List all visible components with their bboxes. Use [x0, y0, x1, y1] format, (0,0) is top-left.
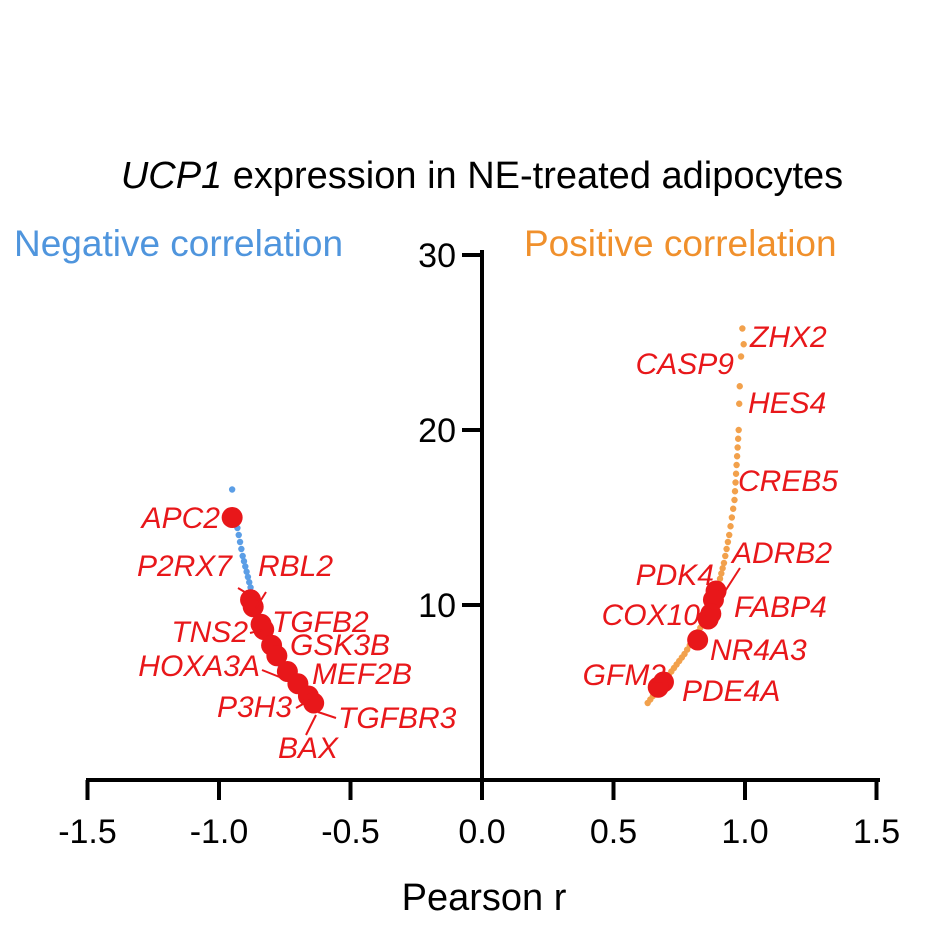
- highlight-point: [647, 676, 669, 698]
- leader-line: [721, 567, 741, 597]
- data-point: [736, 383, 743, 390]
- positive-correlation-label: Positive correlation: [524, 223, 837, 264]
- highlight-point: [253, 619, 275, 640]
- data-point: [736, 400, 743, 407]
- data-point: [239, 552, 246, 560]
- gene-label-p3h3: P3H3: [217, 691, 292, 724]
- data-point: [244, 573, 252, 581]
- data-point: [732, 470, 740, 477]
- x-tick-label: -0.5: [321, 813, 380, 851]
- chart-title: UCP1 expression in NE-treated adipocytes: [121, 155, 843, 197]
- x-tick-label: 1.5: [853, 813, 900, 851]
- chart-title-italic: UCP1: [121, 155, 222, 197]
- data-point: [238, 545, 245, 553]
- gene-label-hoxa3a: HOXA3A: [138, 650, 260, 683]
- gene-label-bax: BAX: [278, 732, 339, 765]
- data-point: [236, 538, 244, 546]
- data-point: [732, 479, 739, 486]
- leader-line: [237, 587, 259, 601]
- data-point: [728, 514, 736, 521]
- gene-label-mef2b: MEF2B: [312, 658, 412, 691]
- highlight-point: [221, 507, 243, 528]
- gene-label-cox10: COX10: [602, 599, 701, 632]
- x-tick-label: -1.0: [190, 813, 249, 851]
- data-point: [247, 584, 254, 591]
- gene-label-pdk4: PDK4: [636, 559, 714, 592]
- highlight-point: [266, 645, 288, 667]
- gene-label-creb5: CREB5: [738, 465, 838, 498]
- data-point: [720, 559, 728, 567]
- x-tick-label: -1.5: [58, 813, 117, 851]
- data-point: [242, 563, 249, 570]
- data-point: [246, 579, 253, 586]
- data-point: [739, 325, 746, 332]
- y-tick-label: 20: [418, 412, 456, 450]
- leader-line: [667, 679, 673, 685]
- highlighted-genes: [221, 507, 727, 714]
- leader-line: [255, 591, 267, 609]
- x-tick-label: 1.0: [721, 813, 768, 851]
- x-ticks: -1.5 -1.0 -0.5 0.0 0.5 1.0 1.5: [58, 780, 900, 851]
- x-tick-label: 0.0: [458, 813, 505, 851]
- data-point: [718, 570, 725, 577]
- leader-line: [701, 615, 707, 619]
- data-point: [724, 538, 732, 546]
- data-point: [729, 505, 737, 512]
- data-point: [734, 444, 741, 451]
- data-point: [734, 435, 742, 442]
- chart-title-rest: expression in NE-treated adipocytes: [222, 155, 843, 197]
- leader-line: [249, 629, 263, 634]
- leader-line: [295, 699, 311, 709]
- data-point: [243, 568, 250, 575]
- data-point: [722, 552, 729, 560]
- gene-label-nr4a3: NR4A3: [710, 634, 807, 667]
- gene-label-tns2: TNS2: [171, 616, 248, 649]
- data-point: [733, 461, 740, 469]
- data-point: [737, 353, 745, 360]
- data-point: [716, 575, 724, 582]
- highlight-point: [303, 692, 325, 714]
- data-point: [723, 545, 730, 553]
- gene-label-rbl2: RBL2: [258, 550, 333, 583]
- data-point: [228, 486, 236, 493]
- data-point: [235, 531, 242, 539]
- data-point: [740, 341, 747, 348]
- gene-label-adrb2: ADRB2: [730, 537, 832, 570]
- data-point: [726, 531, 733, 539]
- gene-label-fabp4: FABP4: [734, 591, 827, 624]
- gene-label-casp9: CASP9: [636, 348, 735, 381]
- leader-line: [305, 714, 317, 736]
- data-point: [719, 565, 726, 572]
- data-point: [731, 488, 739, 495]
- gene-label-gsk3b: GSK3B: [290, 629, 390, 662]
- negative-correlation-label: Negative correlation: [14, 223, 343, 264]
- y-tick-label: 30: [418, 237, 456, 275]
- highlight-point: [687, 629, 709, 651]
- leader-line: [317, 711, 337, 719]
- x-tick-label: 0.5: [590, 813, 637, 851]
- y-tick-label: 10: [418, 587, 456, 625]
- data-point: [733, 453, 741, 460]
- data-point: [240, 558, 248, 565]
- gene-label-tgfb2: TGFB2: [272, 606, 369, 639]
- gene-label-pde4a: PDE4A: [682, 675, 780, 708]
- gene-label-p2rx7: P2RX7: [137, 550, 233, 583]
- data-point: [735, 426, 742, 434]
- gene-label-apc2: APC2: [140, 502, 221, 535]
- highlight-point: [242, 596, 264, 618]
- gene-label-zhx2: ZHX2: [749, 321, 827, 354]
- gene-label-tgfbr3: TGFBR3: [338, 702, 457, 735]
- gene-label-gfm2: GFM2: [583, 659, 667, 692]
- highlight-point: [697, 608, 719, 630]
- x-axis-title: Pearson r: [402, 877, 567, 919]
- data-point: [731, 496, 738, 504]
- gene-label-hes4: HES4: [748, 387, 826, 420]
- leader-line: [261, 669, 283, 679]
- y-ticks: 10 20 30: [418, 237, 482, 625]
- data-point: [727, 523, 734, 530]
- leader-lines: [237, 567, 741, 736]
